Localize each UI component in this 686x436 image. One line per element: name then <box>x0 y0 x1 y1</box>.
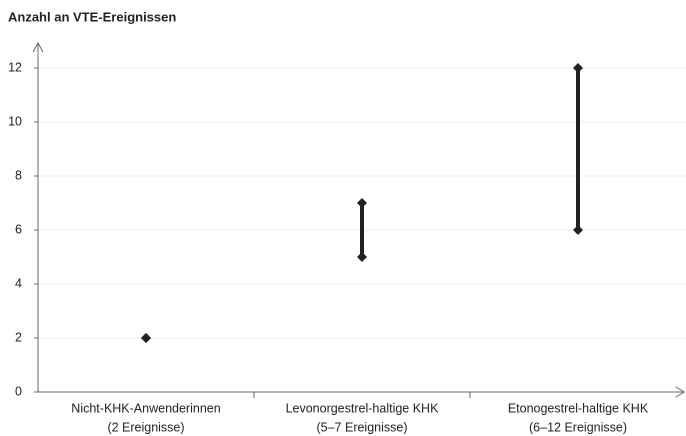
range-end <box>141 333 151 343</box>
y-axis-label: Anzahl an VTE-Ereignissen <box>8 9 176 24</box>
x-tick-label: Levonorgestrel-haltige KHK <box>286 401 440 415</box>
range-end <box>573 63 583 73</box>
range-end <box>573 225 583 235</box>
x-tick-label: Etonogestrel-haltige KHK <box>508 401 649 415</box>
y-tick-label: 4 <box>15 276 22 290</box>
y-tick-label: 6 <box>15 222 22 236</box>
x-axis <box>38 386 685 398</box>
y-tick-label: 12 <box>8 60 22 74</box>
y-tick-label: 2 <box>15 330 22 344</box>
y-tick-label: 0 <box>15 384 22 398</box>
x-tick-note: (6–12 Ereignisse) <box>529 420 627 434</box>
y-tick-label: 8 <box>15 168 22 182</box>
y-axis <box>32 41 44 392</box>
range-end <box>357 198 367 208</box>
y-tick-label: 10 <box>8 114 22 128</box>
x-tick-label: Nicht-KHK-Anwenderinnen <box>71 401 220 415</box>
range-end <box>357 252 367 262</box>
x-tick-note: (5–7 Ereignisse) <box>316 420 407 434</box>
x-tick-note: (2 Ereignisse) <box>107 420 184 434</box>
